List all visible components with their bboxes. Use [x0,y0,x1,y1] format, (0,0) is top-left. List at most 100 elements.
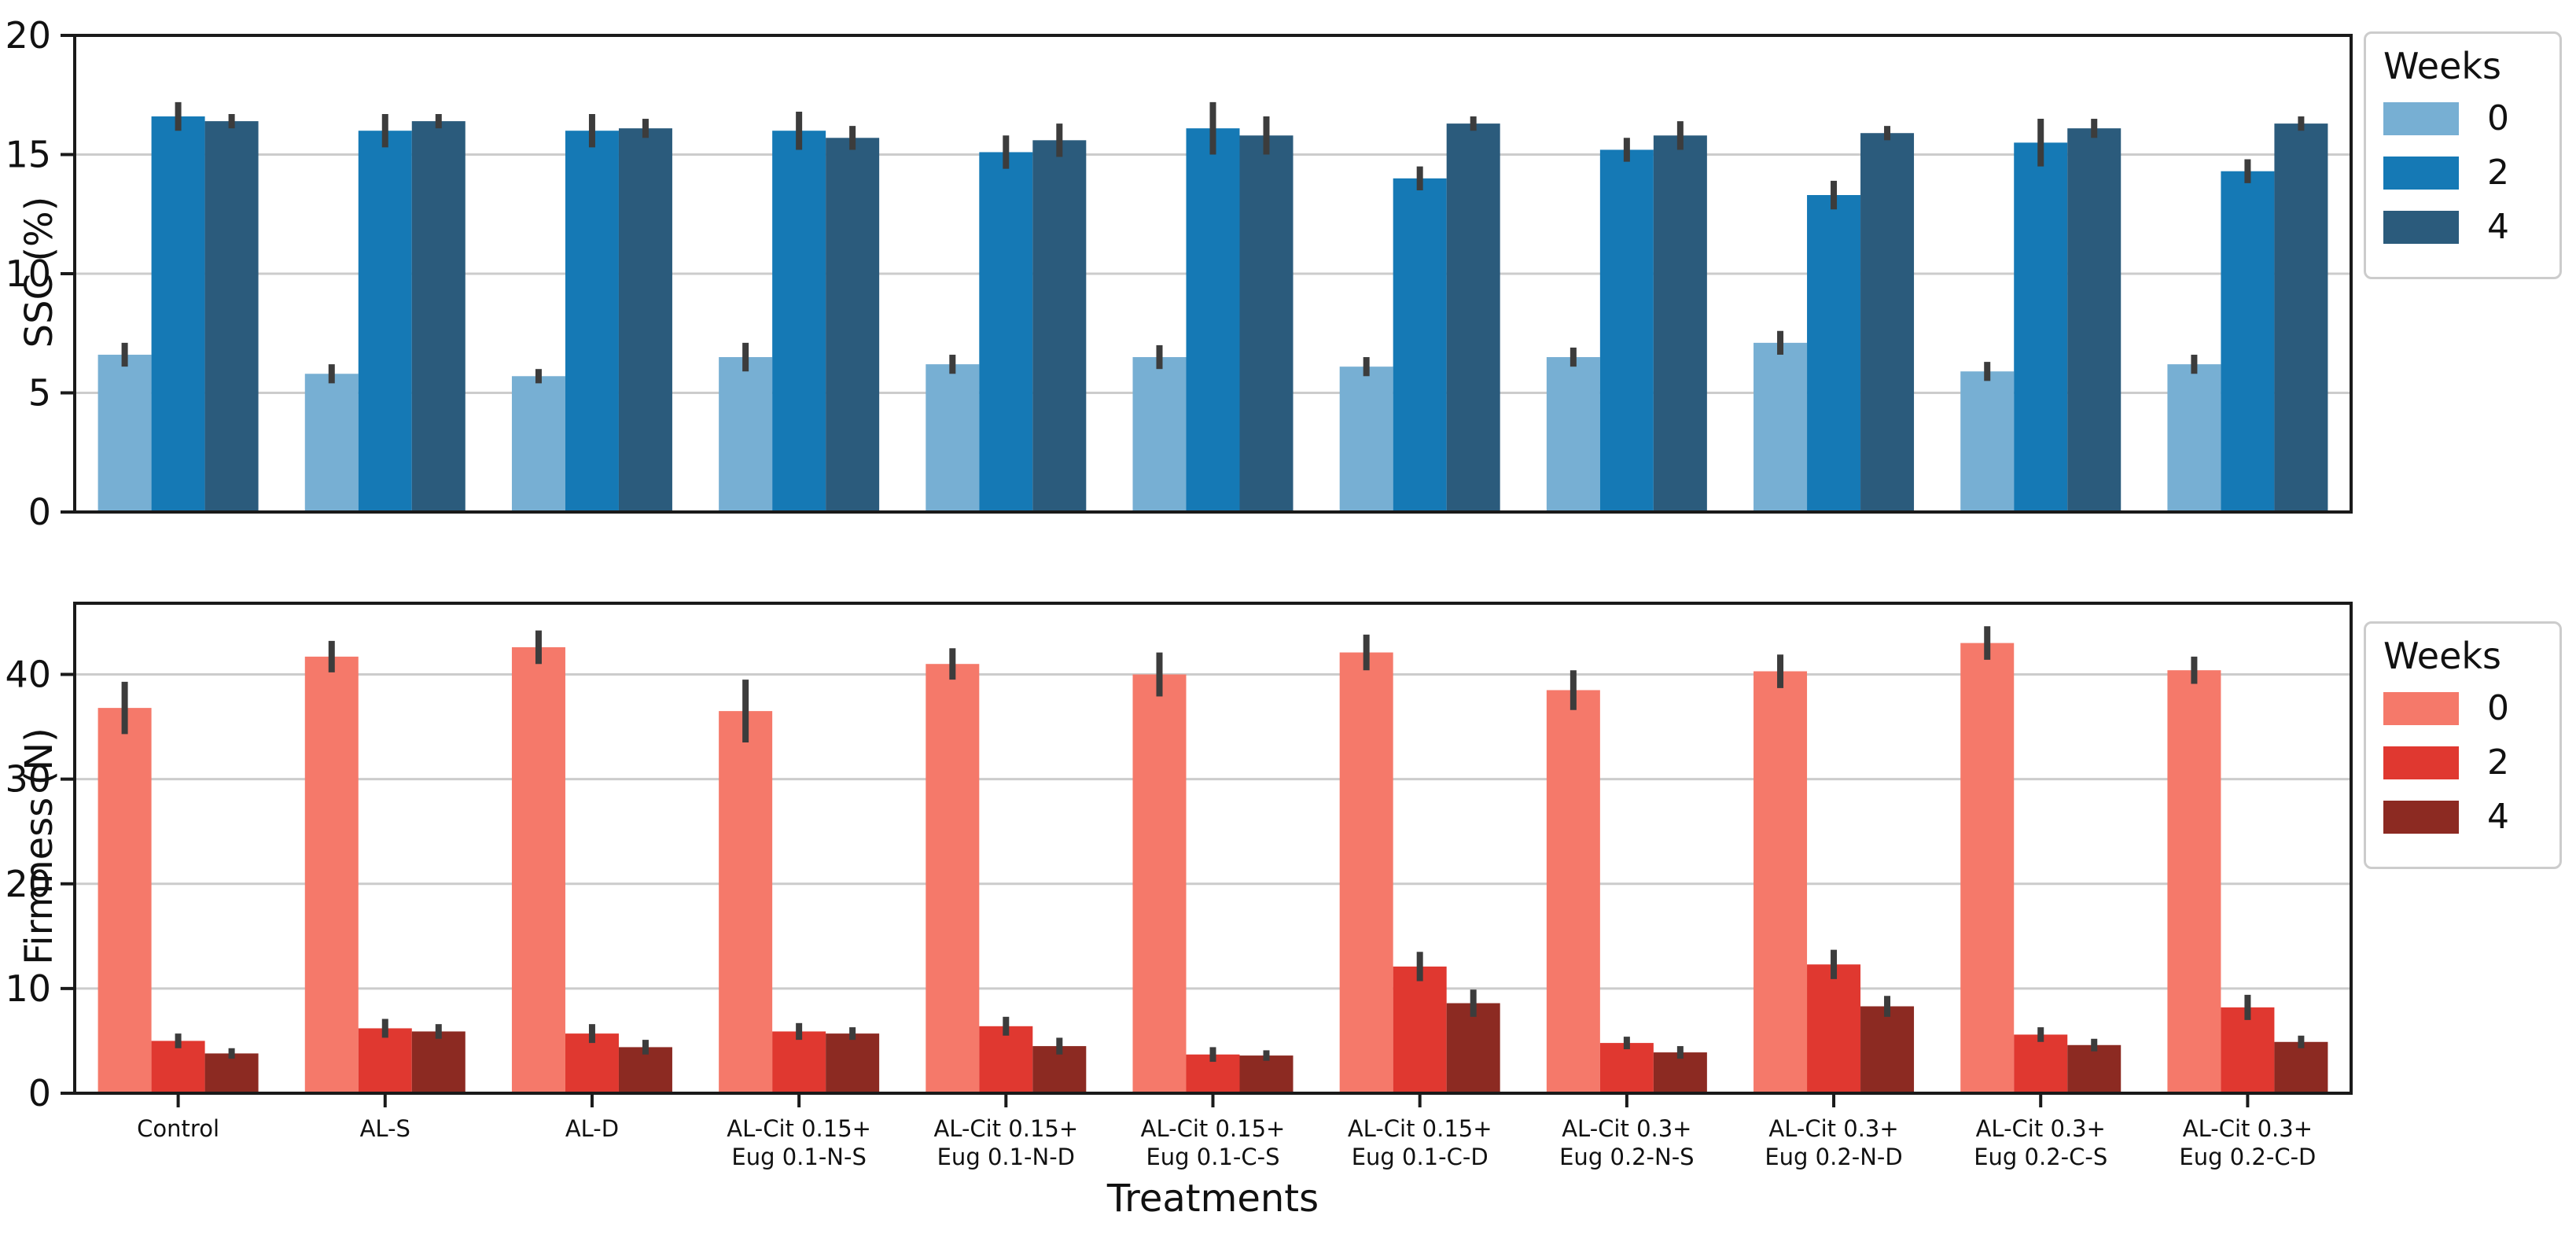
legend-entries: 0 2 4 [2383,688,2545,837]
bar-week4-group4 [826,138,880,513]
bar-week0-group11 [2167,364,2221,512]
legend-entry-week-0: 0 [2383,98,2545,138]
y-tick-label: 0 [28,491,51,533]
x-tick-label: AL-Cit 0.15+ Eug 0.1-N-S [727,1115,871,1170]
bar-week2-group5 [979,152,1033,512]
x-tick-label: AL-Cit 0.3+ Eug 0.2-C-D [2179,1115,2316,1170]
bar-week0-group9 [1754,671,1808,1093]
bar-week0-group1 [98,708,152,1093]
bar-week2-group3 [565,1033,619,1093]
y-tick-label: 5 [28,372,51,414]
legend-swatch [2383,101,2459,135]
bar-week2-group6 [1186,128,1240,513]
legend-label: 2 [2487,153,2509,193]
bar-week4-group2 [411,121,466,512]
legend-swatch [2383,800,2459,834]
legend-label: 2 [2487,742,2509,783]
bar-week4-group8 [1653,1052,1707,1093]
bar-week2-group8 [1599,149,1654,512]
bar-week2-group9 [1807,964,1861,1093]
bar-week0-group3 [511,646,565,1093]
bar-week0-group5 [926,664,980,1093]
bar-week4-group6 [1239,1055,1294,1093]
y-tick-label: 20 [5,14,51,57]
legend-weeks-firmness: Weeks 0 2 4 [2364,621,2562,869]
bar-week0-group7 [1339,367,1393,512]
bar-week0-group9 [1754,342,1808,512]
bar-week2-group4 [772,1031,826,1093]
bar-week4-group11 [2274,1041,2328,1093]
legend-entries: 0 2 4 [2383,98,2545,247]
bar-week2-group10 [2014,1034,2068,1093]
y-tick-label: 10 [5,252,51,295]
bar-week2-group4 [772,131,826,512]
bar-week4-group7 [1446,1003,1500,1093]
legend-label: 0 [2487,98,2509,138]
bar-week0-group2 [304,374,359,512]
x-tick-label: AL-Cit 0.3+ Eug 0.2-N-S [1559,1115,1694,1170]
bar-week4-group1 [204,121,259,512]
bar-week0-group11 [2167,670,2221,1093]
x-tick-label: AL-Cit 0.15+ Eug 0.1-C-S [1141,1115,1286,1170]
bar-week0-group4 [719,357,773,512]
bar-week0-group10 [1960,643,2015,1093]
bar-week4-group3 [618,1047,672,1093]
legend-weeks-ssc: Weeks 0 2 4 [2364,31,2562,279]
bar-week2-group2 [358,131,412,512]
x-tick-label: AL-S [360,1115,410,1142]
bar-week0-group8 [1546,357,1600,512]
legend-entry-week-4: 4 [2383,207,2545,247]
bar-week0-group4 [719,711,773,1093]
y-tick-label: 0 [28,1072,51,1114]
x-tick-label: AL-D [565,1115,619,1142]
bar-week0-group6 [1132,357,1187,512]
bar-week4-group4 [826,1033,880,1093]
bar-week4-group11 [2274,123,2328,513]
legend-swatch [2383,691,2459,725]
bar-week4-group10 [2067,1044,2122,1093]
bar-week2-group11 [2221,1007,2275,1093]
legend-title: Weeks [2383,45,2501,87]
bar-week0-group8 [1546,690,1600,1093]
bar-week2-group3 [565,131,619,512]
bar-week2-group11 [2221,171,2275,512]
x-tick-label: Control [137,1115,219,1142]
bar-week0-group6 [1132,674,1187,1093]
bar-week0-group5 [926,364,980,512]
bar-week2-group9 [1807,195,1861,512]
bar-week2-group7 [1393,178,1447,513]
y-tick-label: 20 [5,863,51,905]
x-tick-label: AL-Cit 0.3+ Eug 0.2-N-D [1765,1115,1902,1170]
y-tick-label: 15 [5,134,51,176]
y-tick-label: 40 [5,654,51,696]
legend-swatch [2383,210,2459,244]
bar-week2-group1 [151,1041,205,1093]
y-tick-label: 10 [5,967,51,1010]
bar-week4-group8 [1653,135,1707,512]
firmness-y-axis-label: Firmness (N) [17,728,61,965]
bar-week4-group6 [1239,135,1294,512]
x-tick-label: AL-Cit 0.15+ Eug 0.1-C-D [1348,1115,1492,1170]
y-tick-label: 30 [5,758,51,801]
bar-week0-group3 [511,376,565,512]
bar-week4-group3 [618,128,672,513]
bar-week4-group5 [1032,140,1087,512]
ssc-y-axis-label: SSC (%) [17,196,61,348]
x-tick-label: AL-Cit 0.15+ Eug 0.1-N-D [933,1115,1078,1170]
bar-week0-group10 [1960,371,2015,512]
legend-label: 0 [2487,688,2509,728]
legend-entry-week-2: 2 [2383,742,2545,783]
bar-week2-group7 [1393,966,1447,1093]
treatments-x-axis-label: Treatments [1106,1177,1319,1221]
bar-week4-group10 [2067,128,2122,513]
bar-week2-group1 [151,116,205,512]
legend-swatch [2383,746,2459,779]
legend-entry-week-4: 4 [2383,797,2545,837]
bar-week0-group7 [1339,652,1393,1093]
bar-week4-group7 [1446,123,1500,513]
bar-week4-group9 [1860,1006,1915,1093]
legend-entry-week-0: 0 [2383,688,2545,728]
legend-title: Weeks [2383,635,2501,677]
bar-week2-group10 [2014,142,2068,512]
